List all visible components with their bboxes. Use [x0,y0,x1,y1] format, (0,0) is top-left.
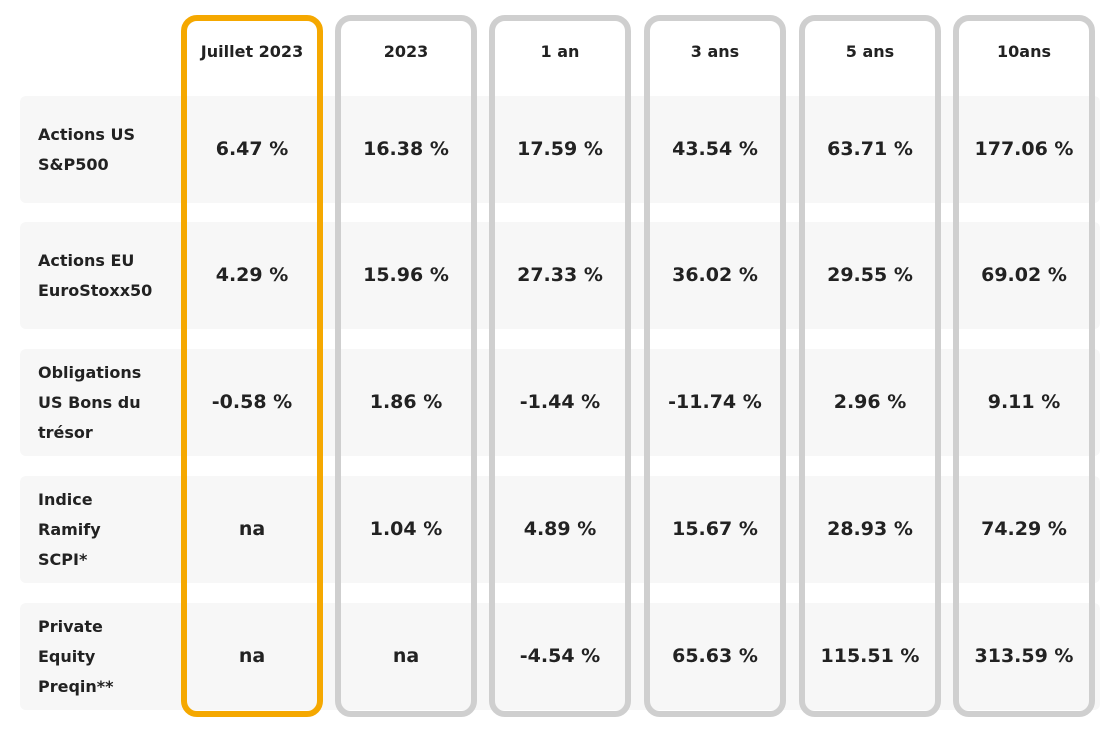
column-header: 3 ans [690,42,740,61]
column-header: 2023 [383,42,429,61]
value-cell: 6.47 % [215,138,289,160]
row-label: Indice Ramify SCPI* [38,489,101,569]
value-cell: 177.06 % [974,138,1074,160]
value-cell: -1.44 % [519,391,601,413]
row-band [20,349,1100,456]
value-cell: 29.55 % [827,264,913,286]
row-band [20,603,1100,710]
value-cell: 17.59 % [517,138,603,160]
value-cell: -0.58 % [211,391,293,413]
column-frame [489,15,631,717]
value-cell: 36.02 % [672,264,758,286]
value-cell: 28.93 % [827,518,913,540]
row-label: Actions EU EuroStoxx50 [38,250,153,300]
row-band [20,96,1100,203]
value-cell: 115.51 % [820,645,920,667]
column-header: 5 ans [845,42,895,61]
value-cell: na [238,518,266,540]
value-cell: -11.74 % [668,391,762,413]
value-cell: na [238,645,266,667]
column-frame [644,15,786,717]
value-cell: 16.38 % [363,138,449,160]
value-cell: 27.33 % [517,264,603,286]
value-cell: 9.11 % [987,391,1061,413]
row-band [20,222,1100,329]
value-cell: 4.29 % [215,264,289,286]
column-frame [181,15,323,717]
value-cell: 2.96 % [833,391,907,413]
value-cell: 15.96 % [363,264,449,286]
column-header: Juillet 2023 [200,42,304,61]
row-label: Obligations US Bons du trésor [38,362,142,442]
row-label: Private Equity Preqin** [38,616,114,696]
value-cell: 65.63 % [672,645,758,667]
row-band [20,476,1100,583]
value-cell: 74.29 % [981,518,1067,540]
value-cell: -4.54 % [519,645,601,667]
value-cell: na [392,645,420,667]
value-cell: 1.04 % [369,518,443,540]
column-frame [953,15,1095,717]
value-cell: 43.54 % [672,138,758,160]
row-label: Actions US S&P500 [38,124,135,174]
value-cell: 15.67 % [672,518,758,540]
column-header: 10ans [997,42,1051,61]
column-frame [799,15,941,717]
value-cell: 1.86 % [369,391,443,413]
value-cell: 4.89 % [523,518,597,540]
value-cell: 313.59 % [974,645,1074,667]
column-frame [335,15,477,717]
value-cell: 63.71 % [827,138,913,160]
column-header: 1 an [540,42,580,61]
value-cell: 69.02 % [981,264,1067,286]
